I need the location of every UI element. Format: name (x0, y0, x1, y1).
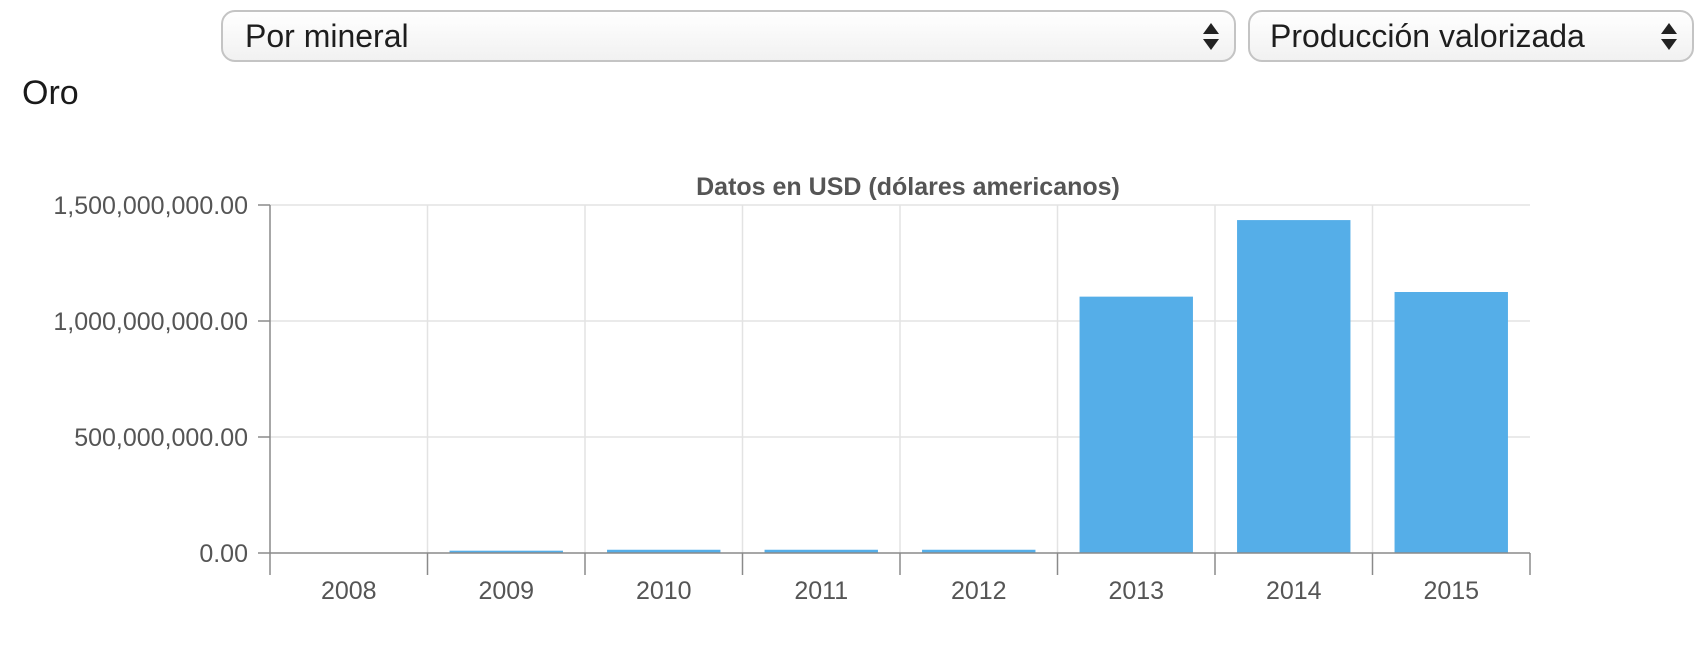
bar-2015[interactable] (1394, 292, 1508, 553)
mineral-view-select[interactable]: Por mineral (221, 10, 1236, 62)
x-tick-label: 2014 (1266, 577, 1322, 605)
y-tick-label: 500,000,000.00 (74, 424, 248, 452)
y-tick-label: 1,000,000,000.00 (53, 308, 248, 336)
x-tick-label: 2010 (636, 577, 692, 605)
bar-2009[interactable] (449, 550, 563, 553)
bar-2014[interactable] (1237, 220, 1351, 553)
metric-select[interactable]: Producción valorizada (1248, 10, 1694, 62)
metric-select-value: Producción valorizada (1270, 17, 1585, 54)
x-tick-label: 2013 (1108, 577, 1164, 605)
chart-bars (449, 220, 1508, 553)
section-title: Oro (22, 74, 79, 112)
x-tick-label: 2012 (951, 577, 1007, 605)
chart-grid (270, 204, 1530, 553)
bar-2011[interactable] (764, 549, 878, 553)
chart-title: Datos en USD (dólares americanos) (696, 173, 1120, 201)
chart-axes: 0.00 500,000,000.00 1,000,000,000.00 1,500,… (53, 192, 1531, 605)
x-tick-label: 2009 (478, 577, 534, 605)
y-tick-label: 1,500,000,000.00 (53, 192, 248, 220)
select-arrows-icon (1660, 19, 1678, 53)
x-tick-label: 2008 (321, 577, 377, 605)
bar-2012[interactable] (922, 549, 1036, 553)
bar-2010[interactable] (607, 549, 721, 553)
mineral-view-select-value: Por mineral (245, 17, 409, 54)
y-tick-label: 0.00 (199, 540, 248, 568)
x-tick-label: 2015 (1423, 577, 1479, 605)
bar-2013[interactable] (1079, 296, 1193, 553)
select-arrows-icon (1202, 19, 1220, 53)
x-tick-label: 2011 (794, 577, 848, 605)
